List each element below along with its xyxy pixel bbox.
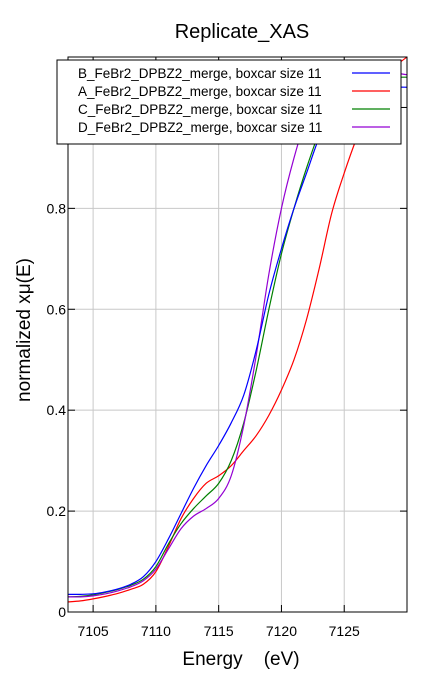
y-tick-label: 0	[58, 604, 66, 620]
x-tick-label: 7110	[141, 623, 171, 639]
y-axis-title: normalized xμ(E)	[14, 258, 35, 402]
x-tick-label: 7120	[266, 623, 297, 639]
legend-label-0: B_FeBr2_DPBZ2_merge, boxcar size 11	[78, 66, 322, 81]
legend-label-1: A_FeBr2_DPBZ2_merge, boxcar size 11	[78, 84, 322, 99]
y-tick-label: 0.8	[47, 200, 67, 216]
legend: B_FeBr2_DPBZ2_merge, boxcar size 11 A_FeB…	[56, 59, 402, 145]
y-tick-label: 0.4	[47, 402, 67, 418]
y-tick-label: 0.6	[47, 301, 67, 317]
legend-label-3: D_FeBr2_DPBZ2_merge, boxcar size 11	[78, 120, 322, 135]
y-tick-label: 0.2	[47, 503, 67, 519]
series-line-1	[68, 57, 407, 603]
legend-box	[56, 59, 402, 145]
x-tick-label: 7125	[329, 623, 360, 639]
chart-title: Replicate_XAS	[175, 21, 310, 43]
legend-label-2: C_FeBr2_DPBZ2_merge, boxcar size 11	[78, 102, 322, 117]
x-tick-label: 7105	[78, 623, 109, 639]
x-tick-label: 7115	[204, 623, 234, 639]
legend-entries: B_FeBr2_DPBZ2_merge, boxcar size 11 A_FeB…	[78, 66, 390, 135]
x-axis-title: Energy (eV)	[182, 649, 299, 670]
plot-frame	[67, 56, 408, 613]
